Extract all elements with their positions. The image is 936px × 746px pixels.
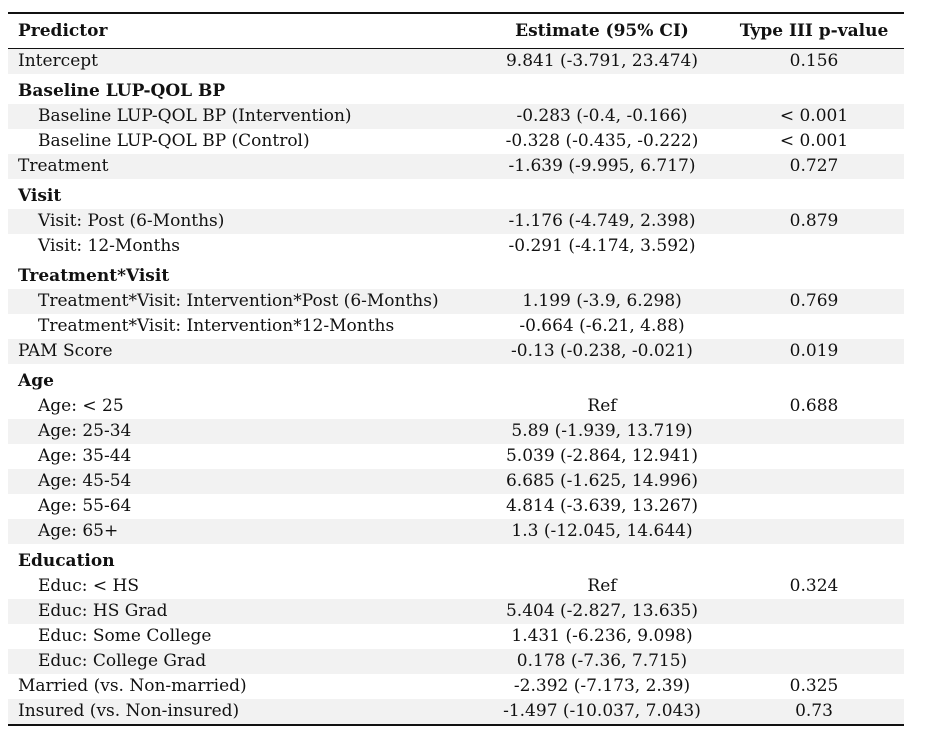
predictor-cell: Age: 45-54 [38, 471, 132, 491]
table-row: Treatment*Visit: Intervention*12-Months -… [8, 314, 904, 339]
estimate-cell: -0.283 (-0.4, -0.166) [516, 106, 688, 126]
estimate-cell: Ref [587, 396, 617, 416]
table-body: Intercept 9.841 (-3.791, 23.474) 0.156 Base… [8, 49, 904, 724]
estimate-cell: 5.404 (-2.827, 13.635) [505, 601, 699, 621]
pvalue-cell: 0.325 [789, 676, 839, 696]
table-row: Married (vs. Non-married) -2.392 (-7.173,… [8, 674, 904, 699]
predictor-cell: Age: 55-64 [38, 496, 132, 516]
predictor-cell: Insured (vs. Non-insured) [18, 701, 240, 721]
predictor-cell: Treatment*Visit: Intervention*Post (6-Mo… [38, 291, 439, 311]
group-header-row: Treatment*Visit [8, 259, 904, 289]
pvalue-cell: 0.879 [789, 211, 839, 231]
table-row: Educ: HS Grad 5.404 (-2.827, 13.635) [8, 599, 904, 624]
group-header-row: Age [8, 364, 904, 394]
pvalue-cell: 0.769 [789, 291, 839, 311]
pvalue-cell: 0.688 [789, 396, 839, 416]
table-header: Predictor Estimate (95% CI) Type III p-v… [8, 14, 904, 48]
group-label: Treatment*Visit [18, 266, 170, 286]
estimate-cell: 4.814 (-3.639, 13.267) [505, 496, 699, 516]
estimate-cell: -1.176 (-4.749, 2.398) [508, 211, 696, 231]
predictor-cell: Educ: College Grad [38, 651, 207, 671]
table-row: Age: 55-64 4.814 (-3.639, 13.267) [8, 494, 904, 519]
table-row: Age: 35-44 5.039 (-2.864, 12.941) [8, 444, 904, 469]
predictor-cell: Treatment [18, 156, 109, 176]
pvalue-cell: 0.727 [789, 156, 839, 176]
table-row: Treatment*Visit: Intervention*Post (6-Mo… [8, 289, 904, 314]
pvalue-cell: 0.156 [789, 51, 839, 71]
predictor-cell: Visit: Post (6-Months) [38, 211, 225, 231]
table-row: Age: 45-54 6.685 (-1.625, 14.996) [8, 469, 904, 494]
regression-table: Predictor Estimate (95% CI) Type III p-v… [8, 12, 904, 726]
estimate-cell: -0.13 (-0.238, -0.021) [511, 341, 693, 361]
table-row: Treatment -1.639 (-9.995, 6.717) 0.727 [8, 154, 904, 179]
group-label: Education [18, 551, 115, 571]
table-row: Baseline LUP-QOL BP (Control) -0.328 (-0.… [8, 129, 904, 154]
estimate-cell: 1.431 (-6.236, 9.098) [511, 626, 693, 646]
estimate-cell: 5.039 (-2.864, 12.941) [505, 446, 699, 466]
table-row: Insured (vs. Non-insured) -1.497 (-10.037… [8, 699, 904, 724]
estimate-cell: 5.89 (-1.939, 13.719) [511, 421, 693, 441]
pvalue-cell: < 0.001 [779, 131, 849, 151]
pvalue-cell: 0.73 [795, 701, 833, 721]
group-header-row: Visit [8, 179, 904, 209]
table-row: Educ: Some College 1.431 (-6.236, 9.098) [8, 624, 904, 649]
estimate-cell: Ref [587, 576, 617, 596]
bottom-rule [8, 724, 904, 726]
table-row: Educ: College Grad 0.178 (-7.36, 7.715) [8, 649, 904, 674]
table-row: Educ: < HS Ref 0.324 [8, 574, 904, 599]
table-row: Age: 65+ 1.3 (-12.045, 14.644) [8, 519, 904, 544]
table-row: PAM Score -0.13 (-0.238, -0.021) 0.019 [8, 339, 904, 364]
group-label: Age [18, 371, 54, 391]
table-row: Age: 25-34 5.89 (-1.939, 13.719) [8, 419, 904, 444]
header-pvalue: Type III p-value [739, 20, 889, 41]
estimate-cell: 1.3 (-12.045, 14.644) [511, 521, 693, 541]
predictor-cell: Treatment*Visit: Intervention*12-Months [38, 316, 395, 336]
estimate-cell: -0.291 (-4.174, 3.592) [508, 236, 696, 256]
predictor-cell: Educ: HS Grad [38, 601, 168, 621]
predictor-cell: Married (vs. Non-married) [18, 676, 247, 696]
table-row: Visit: 12-Months -0.291 (-4.174, 3.592) [8, 234, 904, 259]
pvalue-cell: 0.019 [789, 341, 839, 361]
group-label: Visit [18, 186, 62, 206]
predictor-cell: Educ: < HS [38, 576, 140, 596]
predictor-cell: PAM Score [18, 341, 113, 361]
table-row: Age: < 25 Ref 0.688 [8, 394, 904, 419]
estimate-cell: -0.664 (-6.21, 4.88) [519, 316, 685, 336]
table-row: Baseline LUP-QOL BP (Intervention) -0.283… [8, 104, 904, 129]
top-rule [8, 12, 904, 14]
estimate-cell: -2.392 (-7.173, 2.39) [513, 676, 691, 696]
predictor-cell: Age: < 25 [38, 396, 124, 416]
table-row: Visit: Post (6-Months) -1.176 (-4.749, 2.… [8, 209, 904, 234]
predictor-cell: Baseline LUP-QOL BP (Intervention) [38, 106, 352, 126]
header-estimate: Estimate (95% CI) [515, 20, 689, 41]
pvalue-cell: < 0.001 [779, 106, 849, 126]
group-header-row: Baseline LUP-QOL BP [8, 74, 904, 104]
estimate-cell: -1.639 (-9.995, 6.717) [508, 156, 696, 176]
estimate-cell: -1.497 (-10.037, 7.043) [503, 701, 701, 721]
table-row: Intercept 9.841 (-3.791, 23.474) 0.156 [8, 49, 904, 74]
predictor-cell: Baseline LUP-QOL BP (Control) [38, 131, 310, 151]
estimate-cell: 9.841 (-3.791, 23.474) [505, 51, 699, 71]
predictor-cell: Age: 65+ [38, 521, 119, 541]
estimate-cell: 6.685 (-1.625, 14.996) [505, 471, 699, 491]
header-rule [8, 48, 904, 49]
group-header-row: Education [8, 544, 904, 574]
predictor-cell: Age: 25-34 [38, 421, 132, 441]
estimate-cell: -0.328 (-0.435, -0.222) [505, 131, 699, 151]
predictor-cell: Educ: Some College [38, 626, 212, 646]
pvalue-cell: 0.324 [789, 576, 839, 596]
predictor-cell: Age: 35-44 [38, 446, 132, 466]
group-label: Baseline LUP-QOL BP [18, 81, 226, 101]
header-predictor: Predictor [18, 20, 108, 41]
estimate-cell: 1.199 (-3.9, 6.298) [522, 291, 682, 311]
predictor-cell: Intercept [18, 51, 98, 71]
predictor-cell: Visit: 12-Months [38, 236, 181, 256]
estimate-cell: 0.178 (-7.36, 7.715) [516, 651, 688, 671]
